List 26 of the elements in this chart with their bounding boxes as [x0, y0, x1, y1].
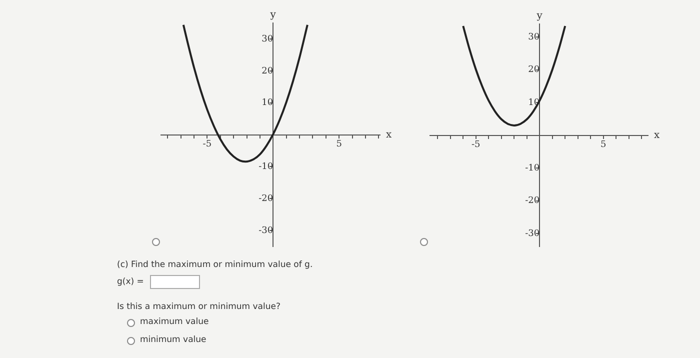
- y-axis-title: y: [536, 10, 543, 22]
- y-tick-label: -20: [258, 194, 274, 204]
- x-tick-label: 5: [336, 140, 342, 150]
- y-tick-label: 30: [262, 34, 274, 44]
- y-tick-label: -10: [525, 163, 540, 174]
- text: Is this a maximum or minimum value?: [117, 302, 280, 313]
- x-tick-label: -5: [472, 140, 481, 150]
- x-tick-label: -5: [202, 140, 212, 150]
- line-series: [182, 24, 308, 163]
- y-tick-label: -20: [525, 196, 540, 206]
- text: (c) Find the maximum or minimum value of g.: [117, 260, 313, 271]
- line-series: [462, 24, 566, 126]
- text: g(x) =: [117, 277, 144, 288]
- y-tick-label: -30: [525, 228, 540, 239]
- y-tick-label: 10: [262, 98, 274, 108]
- y-tick-label: 30: [528, 32, 540, 42]
- y-tick-label: 20: [528, 65, 540, 76]
- y-tick-label: -30: [258, 226, 274, 236]
- x-axis-title: x: [386, 129, 392, 140]
- y-tick-label: -10: [258, 162, 274, 172]
- y-tick-label: 20: [262, 66, 274, 76]
- y-axis-title: y: [269, 10, 276, 21]
- x-axis-title: x: [654, 130, 660, 141]
- text: minimum value: [140, 335, 206, 346]
- text: maximum value: [140, 317, 209, 328]
- x-tick-label: 5: [600, 140, 607, 150]
